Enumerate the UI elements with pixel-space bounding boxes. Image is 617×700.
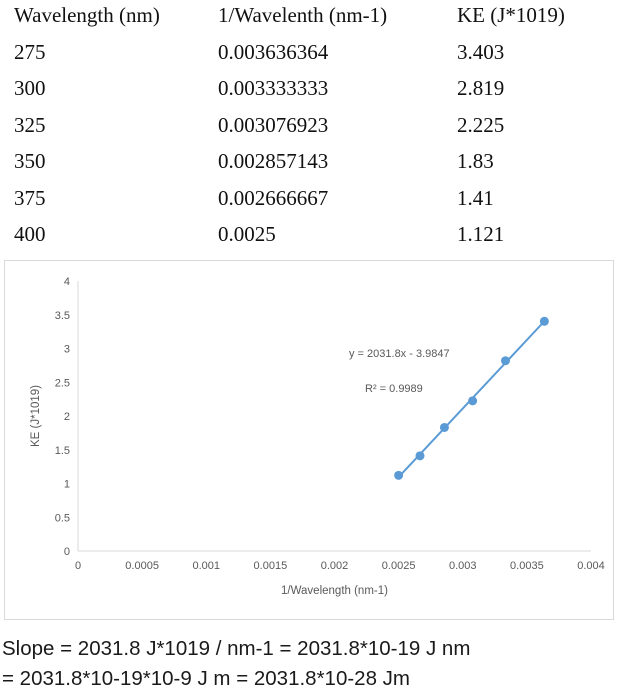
header-wavelength: Wavelength (nm) <box>14 3 160 27</box>
y-tick-label: 0.5 <box>55 512 70 524</box>
slope-explanation: Slope = 2031.8 J*1019 / nm-1 = 2031.8*10… <box>0 634 617 694</box>
header-inverse-wavelength: 1/Wavelenth (nm-1) <box>218 3 388 27</box>
x-tick-label: 0.0015 <box>254 560 288 572</box>
x-tick-label: 0 <box>75 560 81 572</box>
cell-kinetic-energy: 2.225 <box>457 112 505 137</box>
y-axis-label: KE (J*1019) <box>30 385 42 447</box>
cell-wavelength: 275 <box>14 39 46 64</box>
data-point <box>468 396 478 406</box>
cell-kinetic-energy: 3.403 <box>457 39 505 64</box>
y-tick-label: 2.5 <box>55 377 70 389</box>
cell-kinetic-energy: 1.41 <box>457 185 494 210</box>
y-tick-label: 1 <box>64 479 70 491</box>
data-point <box>539 316 549 326</box>
y-tick-label: 0 <box>64 546 70 558</box>
x-tick-label: 0.003 <box>449 560 477 572</box>
slope-line-2: = 2031.8*10-19*10-9 J m = 2031.8*10-28 J… <box>2 667 410 690</box>
cell-inverse-wavelength: 0.002666667 <box>218 185 329 210</box>
table-row: 400 0.0025 1.121 <box>0 219 617 256</box>
y-tick-label: 1.5 <box>55 445 70 457</box>
table-row: 325 0.003076923 2.225 <box>0 110 617 147</box>
table-row: 350 0.002857143 1.83 <box>0 146 617 183</box>
header-kinetic-energy: KE (J*1019) <box>457 3 565 27</box>
x-tick-label: 0.0025 <box>382 560 416 572</box>
cell-inverse-wavelength: 0.003333333 <box>218 76 329 100</box>
data-point <box>500 356 510 366</box>
table-row: 275 0.003636364 3.403 <box>0 37 617 74</box>
cell-wavelength: 375 <box>14 185 46 210</box>
cell-inverse-wavelength: 0.003076923 <box>218 112 329 137</box>
y-tick-label: 3 <box>64 344 70 356</box>
cell-wavelength: 400 <box>14 222 46 246</box>
chart-frame: 0 0.5 1 1.5 2 2.5 3 3.5 4 0 0.0005 0.001 0.0015 0.002… <box>4 260 614 620</box>
x-tick-label: 0.004 <box>577 560 605 572</box>
x-tick-label: 0.0005 <box>125 560 159 572</box>
data-table: Wavelength (nm) 1/Wavelenth (nm-1) KE (J… <box>0 0 617 256</box>
x-tick-label: 0.001 <box>192 560 220 572</box>
cell-inverse-wavelength: 0.002857143 <box>218 149 329 173</box>
cell-kinetic-energy: 2.819 <box>457 76 505 100</box>
cell-inverse-wavelength: 0.003636364 <box>218 39 329 64</box>
scatter-chart: 0 0.5 1 1.5 2 2.5 3 3.5 4 0 0.0005 0.001 0.0015 0.002… <box>30 276 605 597</box>
r-squared-label: R² = 0.9989 <box>365 383 423 395</box>
table-header-row: Wavelength (nm) 1/Wavelenth (nm-1) KE (J… <box>0 0 617 37</box>
cell-kinetic-energy: 1.121 <box>457 222 505 246</box>
data-point <box>415 451 425 461</box>
y-tick-label: 3.5 <box>55 310 70 322</box>
data-point <box>394 470 404 480</box>
trendline-equation: y = 2031.8x - 3.9847 <box>349 348 450 360</box>
cell-kinetic-energy: 1.83 <box>457 149 494 173</box>
x-tick-label: 0.0035 <box>510 560 544 572</box>
cell-wavelength: 325 <box>14 112 46 137</box>
table-row: 300 0.003333333 2.819 <box>0 73 617 110</box>
data-point <box>439 422 449 432</box>
table-row: 375 0.002666667 1.41 <box>0 183 617 220</box>
y-tick-label: 4 <box>64 276 70 288</box>
slope-line-1: Slope = 2031.8 J*1019 / nm-1 = 2031.8*10… <box>2 637 471 660</box>
x-axis-label: 1/Wavelength (nm-1) <box>281 585 388 597</box>
y-tick-label: 2 <box>64 411 70 423</box>
x-tick-label: 0.002 <box>321 560 349 572</box>
cell-wavelength: 350 <box>14 149 46 173</box>
cell-inverse-wavelength: 0.0025 <box>218 222 276 246</box>
cell-wavelength: 300 <box>14 76 46 100</box>
